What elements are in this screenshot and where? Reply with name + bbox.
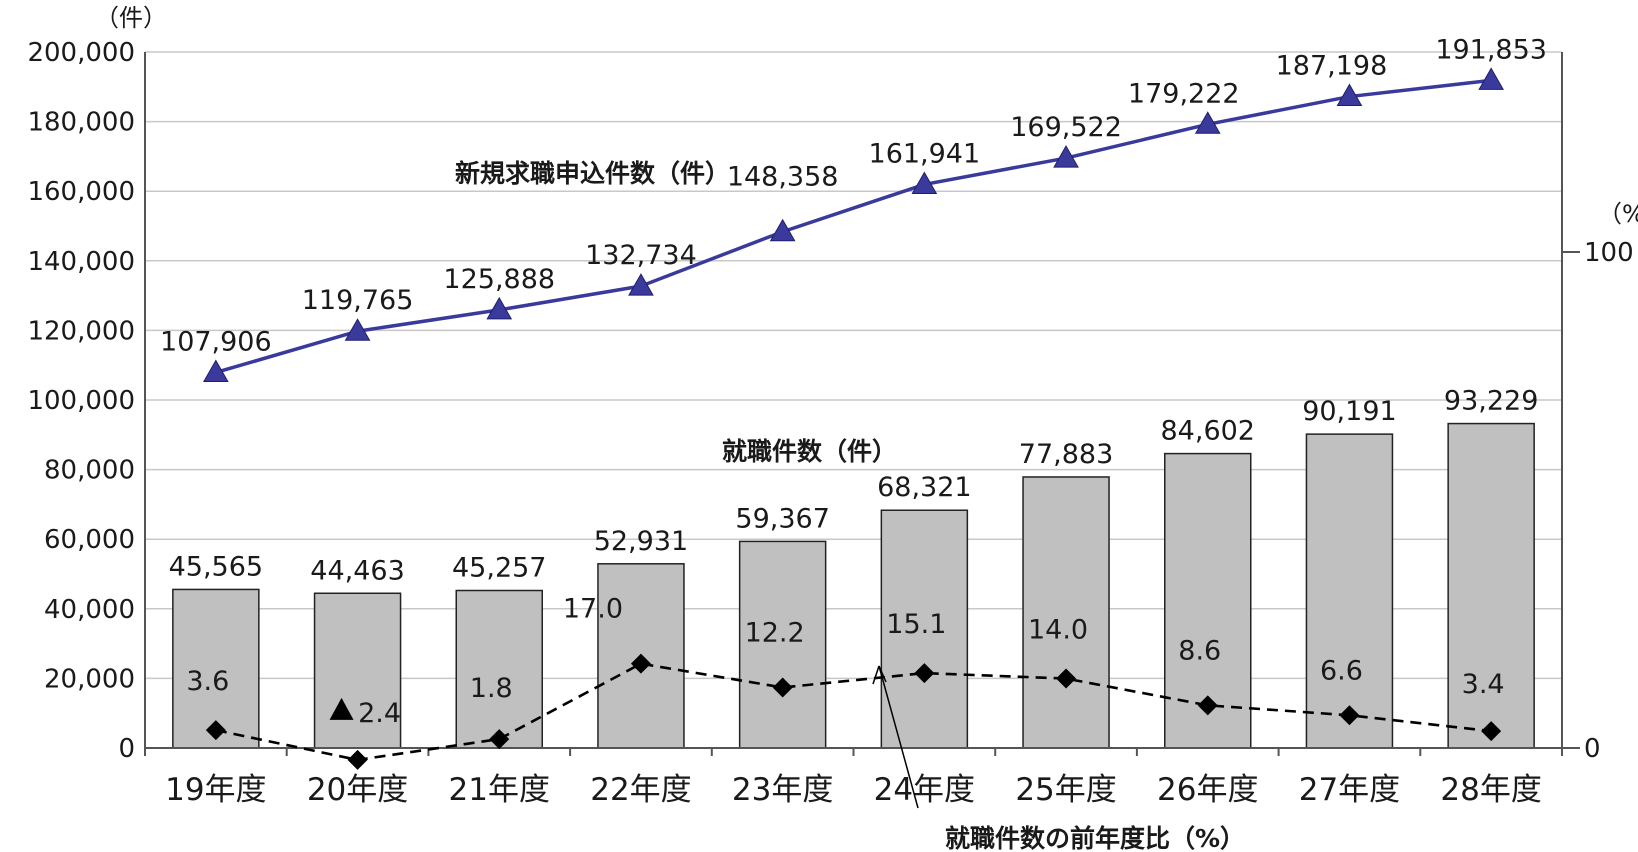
bar-value-label: 68,321 [877,472,971,503]
yoy-point [1056,668,1077,689]
yoy-point [772,677,793,698]
y-right-tick-label: 100 [1584,238,1634,268]
applications-value-label: 119,765 [302,285,414,316]
applications-point [769,218,796,242]
y-left-tick-label: 140,000 [27,247,135,277]
applications-point [911,171,938,194]
x-tick-label: 26年度 [1157,772,1258,808]
applications-point [1053,145,1079,168]
x-tick-label: 27年度 [1299,772,1400,808]
yoy-line [215,662,1492,762]
series-label-yoy: 就職件数の前年度比（%） [945,824,1245,852]
labels: 0 20,000 40,000 60,000 80,000 100,000 120,000 1… [27,34,1633,808]
yoy-value-label: 14.0 [1028,615,1088,646]
applications-value-label: 179,222 [1128,78,1240,109]
y-left-tick-label: 80,000 [44,456,135,486]
bar [455,589,543,749]
applications-value-label: 169,522 [1010,112,1122,143]
yoy-callout-line [878,665,919,809]
applications-line [215,78,1492,375]
x-tick-label: 20年度 [307,772,408,808]
bar-value-label: 84,602 [1161,416,1255,447]
applications-point [628,273,654,296]
x-tick-label: 25年度 [1015,772,1116,808]
bar-value-label: 93,229 [1444,386,1538,417]
bar [1305,433,1394,749]
x-tick-label: 24年度 [874,772,975,808]
applications-point [344,318,371,341]
applications-value-label: 161,941 [869,138,981,169]
applications-point [1194,111,1221,134]
yoy-point [630,653,651,674]
applications-value-label: 132,734 [585,240,697,271]
yoy-value-label: 12.2 [745,617,805,648]
right-axis-unit: （%） [1598,200,1638,228]
yoy-value-label: 8.6 [1178,635,1221,666]
x-tick-label: 23年度 [732,772,833,808]
lines [202,67,1505,770]
yoy-value-label: 6.6 [1320,655,1363,686]
left-axis-unit: （件） [95,4,167,32]
bar-value-label: 52,931 [594,526,688,557]
y-left-tick-label: 0 [118,734,135,764]
y-left-tick-label: 160,000 [27,177,135,207]
yoy-value-label: 3.6 [186,666,229,697]
bar [1022,476,1110,749]
yoy-value-label: 3.4 [1462,669,1505,700]
yoy-value-label: 1.8 [470,673,513,704]
bar-value-label: 77,883 [1019,439,1113,470]
y-left-tick-label: 20,000 [44,664,135,694]
bar [738,540,827,749]
yoy-value-label: 15.1 [886,609,946,640]
applications-point [1478,67,1505,90]
bar-value-label: 45,257 [452,553,546,584]
axes [144,52,1580,756]
bar [1447,422,1535,749]
applications-value-label: 148,358 [727,162,839,193]
yoy-point [347,749,368,770]
y-left-tick-label: 120,000 [27,316,135,346]
yoy-value-label: 17.0 [563,594,623,625]
y-left-tick-label: 60,000 [44,525,135,555]
applications-value-label: 187,198 [1276,51,1388,82]
applications-value-label: 191,853 [1435,34,1547,65]
y-left-tick-label: 180,000 [27,108,135,138]
negative-marker [329,697,354,720]
bar-value-label: 44,463 [310,555,404,586]
yoy-point [205,720,226,741]
x-tick-label: 21年度 [449,772,550,808]
series-label-placements: 就職件数（件） [722,437,897,466]
yoy-point [489,729,510,750]
applications-value-label: 125,888 [443,264,555,295]
yoy-point [1481,721,1502,742]
y-left-tick-label: 100,000 [27,386,135,416]
yoy-point [1197,695,1218,716]
yoy-point [1339,705,1360,726]
bar [313,592,402,749]
x-tick-label: 19年度 [165,772,266,808]
bar-value-label: 45,565 [169,551,263,582]
yoy-value-label: 2.4 [358,698,401,729]
applications-point [1336,83,1363,107]
y-right-tick-label: 0 [1584,734,1601,764]
bar [880,509,969,749]
x-tick-label: 28年度 [1440,772,1541,808]
bar-value-label: 90,191 [1302,396,1396,427]
y-left-tick-label: 40,000 [44,595,135,625]
yoy-point [914,663,935,684]
bar-value-label: 59,367 [735,503,829,534]
applications-value-label: 107,906 [160,326,272,357]
series-label-applications: 新規求職申込件数（件） [455,159,730,188]
applications-point [486,296,513,320]
applications-point [202,359,229,382]
yoy-callout-arrowhead [872,665,887,685]
y-left-tick-label: 200,000 [27,38,135,68]
x-tick-label: 22年度 [590,772,691,808]
